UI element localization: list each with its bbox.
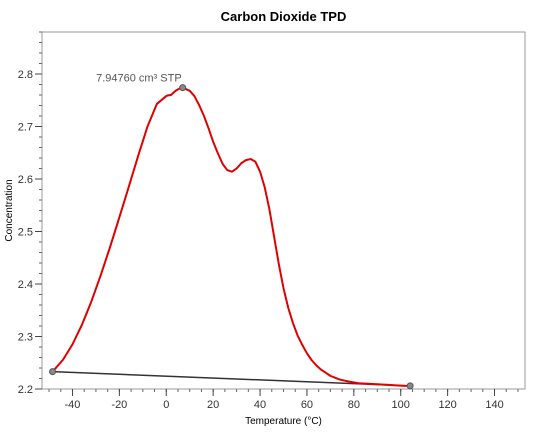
peak-marker[interactable] [179, 84, 187, 92]
y-tick-label: 2.2 [18, 384, 33, 396]
x-tick-label: 20 [207, 399, 219, 411]
x-tick-label: 80 [348, 399, 360, 411]
x-axis: -40 -20 0 20 40 60 80 100 120 140 [48, 389, 519, 411]
x-tick-label: 0 [163, 399, 169, 411]
tpd-signal-line [51, 86, 411, 387]
x-tick-label: 140 [485, 399, 503, 411]
baseline-line [52, 370, 411, 387]
peak-annotation: 7.94760 cm³ STP [96, 73, 182, 85]
x-tick-label: 60 [301, 399, 313, 411]
x-tick-label: 40 [254, 399, 266, 411]
y-axis: 2.2 2.3 2.4 2.5 2.6 2.7 2.8 [18, 31, 42, 396]
y-axis-label: Concentration [4, 179, 15, 241]
baseline-end-marker[interactable] [406, 382, 414, 390]
y-tick-label: 2.5 [18, 227, 33, 239]
y-tick-label: 2.6 [18, 174, 33, 186]
plot-area [41, 31, 526, 390]
y-tick-label: 2.4 [18, 279, 33, 291]
y-tick-label: 2.8 [18, 69, 33, 81]
baseline-start-marker[interactable] [49, 368, 57, 376]
y-tick-label: 2.7 [18, 122, 33, 134]
series-layer [51, 86, 411, 387]
x-tick-label: 100 [392, 399, 410, 411]
x-axis-label: Temperature (°C) [245, 416, 322, 427]
x-tick-label: -40 [65, 399, 81, 411]
x-tick-label: -20 [111, 399, 127, 411]
y-tick-label: 2.3 [18, 332, 33, 344]
x-tick-label: 120 [438, 399, 456, 411]
marker-layer [49, 84, 414, 390]
chart-title: Carbon Dioxide TPD [221, 9, 347, 24]
